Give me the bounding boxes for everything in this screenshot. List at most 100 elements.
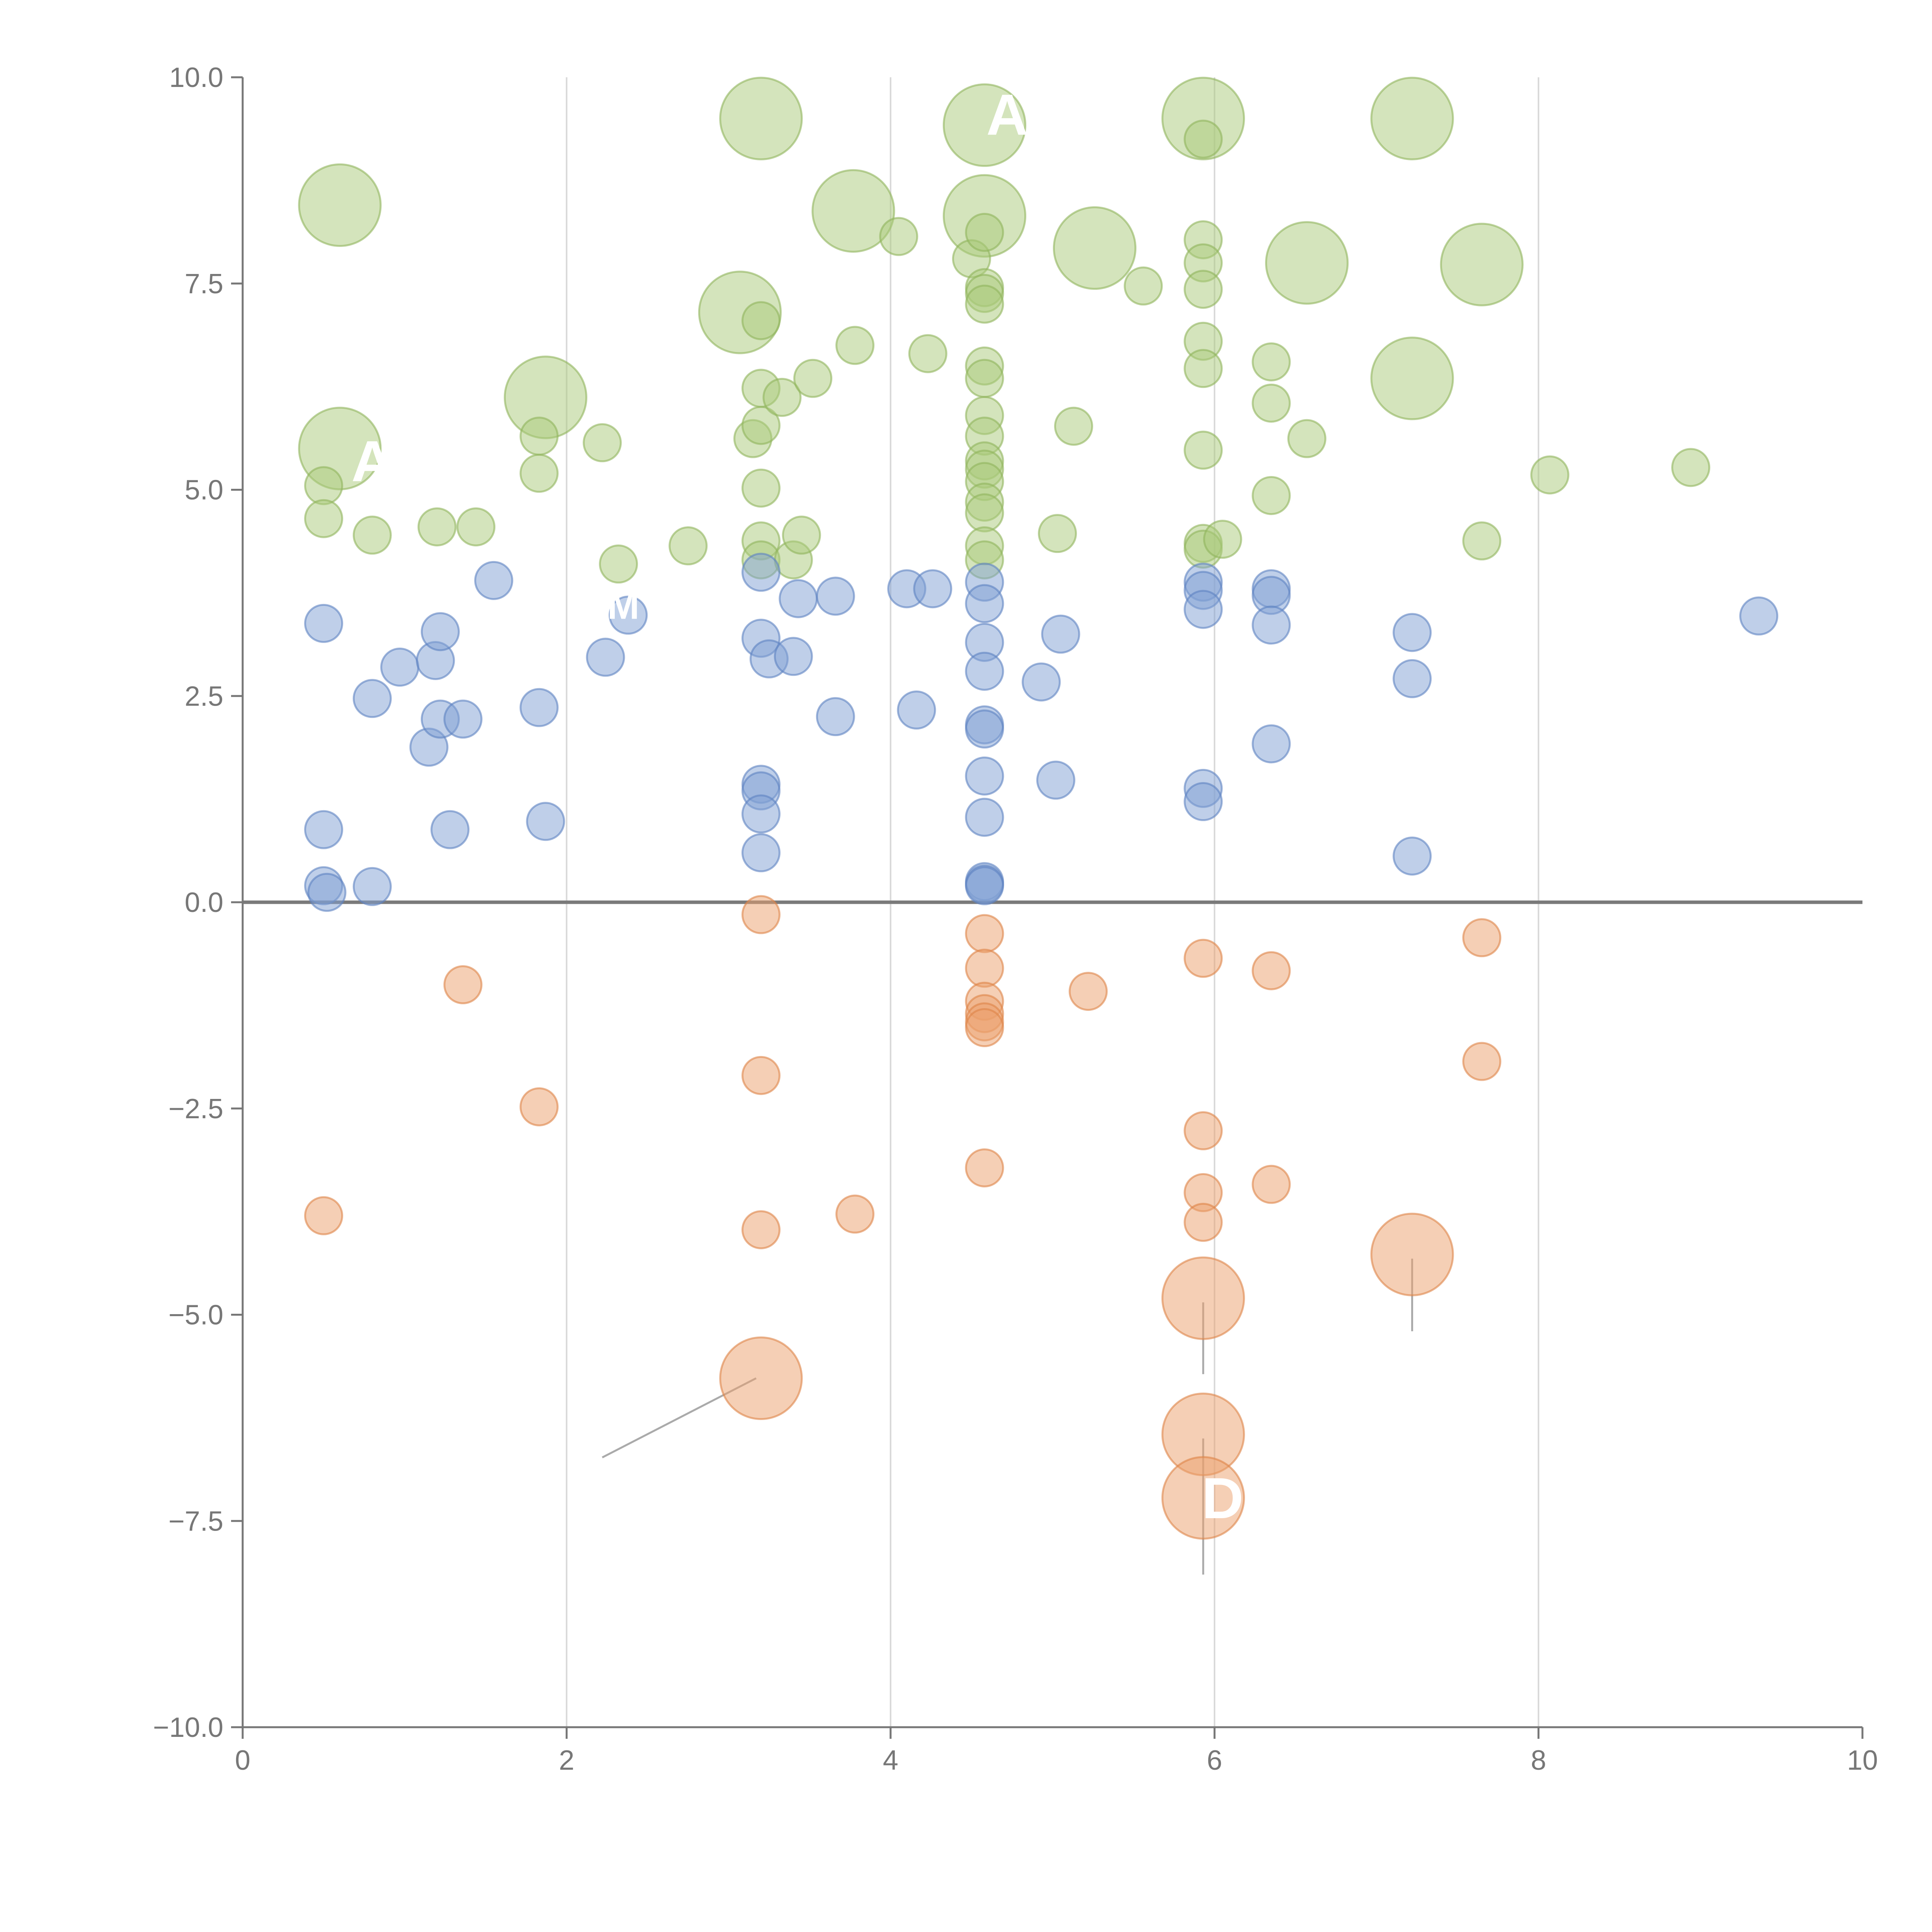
bubble-high xyxy=(741,406,781,445)
bubble-low xyxy=(835,1194,875,1234)
bubble-high xyxy=(1203,520,1242,559)
bubble-high xyxy=(417,507,457,547)
bubble-low xyxy=(1161,1256,1245,1340)
bubble-mid xyxy=(965,798,1004,837)
bubble-high xyxy=(879,217,918,256)
bubble-mid xyxy=(1022,662,1061,702)
bubble-high xyxy=(1252,383,1291,423)
bubble-low xyxy=(1184,1202,1223,1242)
leader-lines xyxy=(602,1259,1413,1575)
x-tick-label: 4 xyxy=(883,1745,898,1776)
bubble-high xyxy=(942,83,1027,167)
bubble-mid xyxy=(965,709,1004,749)
bubble-high xyxy=(1287,419,1327,458)
y-tick-label: −5.0 xyxy=(168,1300,223,1331)
bubble-annotation: M xyxy=(607,584,639,627)
bubble-high xyxy=(762,378,802,417)
bubble-mid xyxy=(474,561,514,600)
bubble-high xyxy=(1124,266,1163,306)
bubble-high xyxy=(1370,337,1454,420)
bubble-low xyxy=(1252,1165,1291,1204)
bubble-mid xyxy=(1393,659,1432,698)
bubbles xyxy=(298,77,1779,1540)
bubble-mid xyxy=(897,690,936,730)
bubble-mid xyxy=(519,688,559,727)
bubble-mid xyxy=(913,569,952,609)
bubble-low xyxy=(741,1210,781,1250)
bubble-low xyxy=(965,1148,1004,1187)
bubble-high xyxy=(811,169,895,253)
bubble-mid xyxy=(304,810,344,849)
bubble-high xyxy=(456,507,496,547)
bubble-mid xyxy=(380,648,420,687)
bubble-mid xyxy=(1739,596,1779,636)
bubble-labels: A A M D xyxy=(351,82,1243,1531)
bubble-high xyxy=(719,77,803,160)
bubble-low xyxy=(1252,951,1291,990)
bubble-high xyxy=(1370,77,1454,160)
bubble-mid xyxy=(526,802,565,841)
bubble-high xyxy=(793,359,833,398)
bubble-mid xyxy=(352,867,392,906)
bubble-mid xyxy=(741,833,781,872)
bubble-high xyxy=(1265,221,1349,305)
bubble-high xyxy=(1038,514,1077,553)
bubble-low xyxy=(965,1008,1004,1048)
bubble-mid xyxy=(741,553,781,592)
bubble-mid xyxy=(304,604,344,643)
bubble-mid xyxy=(741,794,781,834)
bubble-mid xyxy=(965,651,1004,691)
bubble-mid xyxy=(443,699,483,739)
bubble-low xyxy=(719,1336,803,1420)
bubble-low xyxy=(1462,918,1502,957)
bubble-high xyxy=(908,334,947,373)
x-tick-label: 8 xyxy=(1531,1745,1546,1776)
y-tick-label: 7.5 xyxy=(185,269,223,299)
bubble-low xyxy=(965,914,1004,953)
bubble-mid xyxy=(965,584,1004,623)
bubble-high xyxy=(965,493,1004,532)
bubble-high xyxy=(304,466,344,505)
bubble-low xyxy=(741,895,781,934)
bubble-low xyxy=(965,949,1004,988)
bubble-high xyxy=(304,499,344,538)
bubble-high xyxy=(519,417,559,456)
bubble-high xyxy=(835,326,875,365)
bubble-mid xyxy=(965,866,1004,905)
y-tick-label: 2.5 xyxy=(185,681,223,712)
bubble-mid xyxy=(1393,836,1432,876)
y-tick-label: −10.0 xyxy=(153,1712,223,1743)
x-tick-label: 10 xyxy=(1847,1745,1878,1776)
bubble-high xyxy=(1462,521,1502,561)
bubble-low xyxy=(741,1056,781,1095)
bubble-mid xyxy=(1036,760,1075,800)
bubble-annotation: A xyxy=(351,429,393,493)
bubble-low xyxy=(1161,1456,1245,1540)
bubble-mid xyxy=(420,612,460,651)
bubble-high xyxy=(1053,206,1137,290)
y-tick-label: −7.5 xyxy=(168,1506,223,1537)
bubble-low xyxy=(443,965,483,1004)
bubble-mid xyxy=(965,756,1004,796)
bubble-high xyxy=(1184,119,1223,159)
bubble-mid xyxy=(774,637,813,676)
bubble-low xyxy=(1184,939,1223,978)
bubble-mid xyxy=(430,810,470,849)
bubble-mid xyxy=(586,638,625,677)
bubble-mid xyxy=(816,577,855,616)
bubble-annotation: D xyxy=(1202,1466,1243,1531)
bubble-mid xyxy=(1184,782,1223,821)
bubble-low xyxy=(519,1087,559,1126)
bubble-high xyxy=(1252,342,1291,382)
tick-labels: −10.0 −7.5 −5.0 −2.5 0.0 2.5 5.0 7.5 10.0 0 2 4 6 8 10 xyxy=(153,62,1878,1776)
y-tick-label: −2.5 xyxy=(168,1094,223,1124)
bubble-high xyxy=(741,468,781,508)
bubble-high xyxy=(519,454,559,493)
bubble-high xyxy=(668,526,708,566)
bubble-high xyxy=(583,423,622,463)
bubble-high xyxy=(965,284,1004,324)
bubble-mid xyxy=(816,697,855,736)
bubble-annotation: A xyxy=(986,82,1028,147)
bubble-high xyxy=(741,301,781,340)
